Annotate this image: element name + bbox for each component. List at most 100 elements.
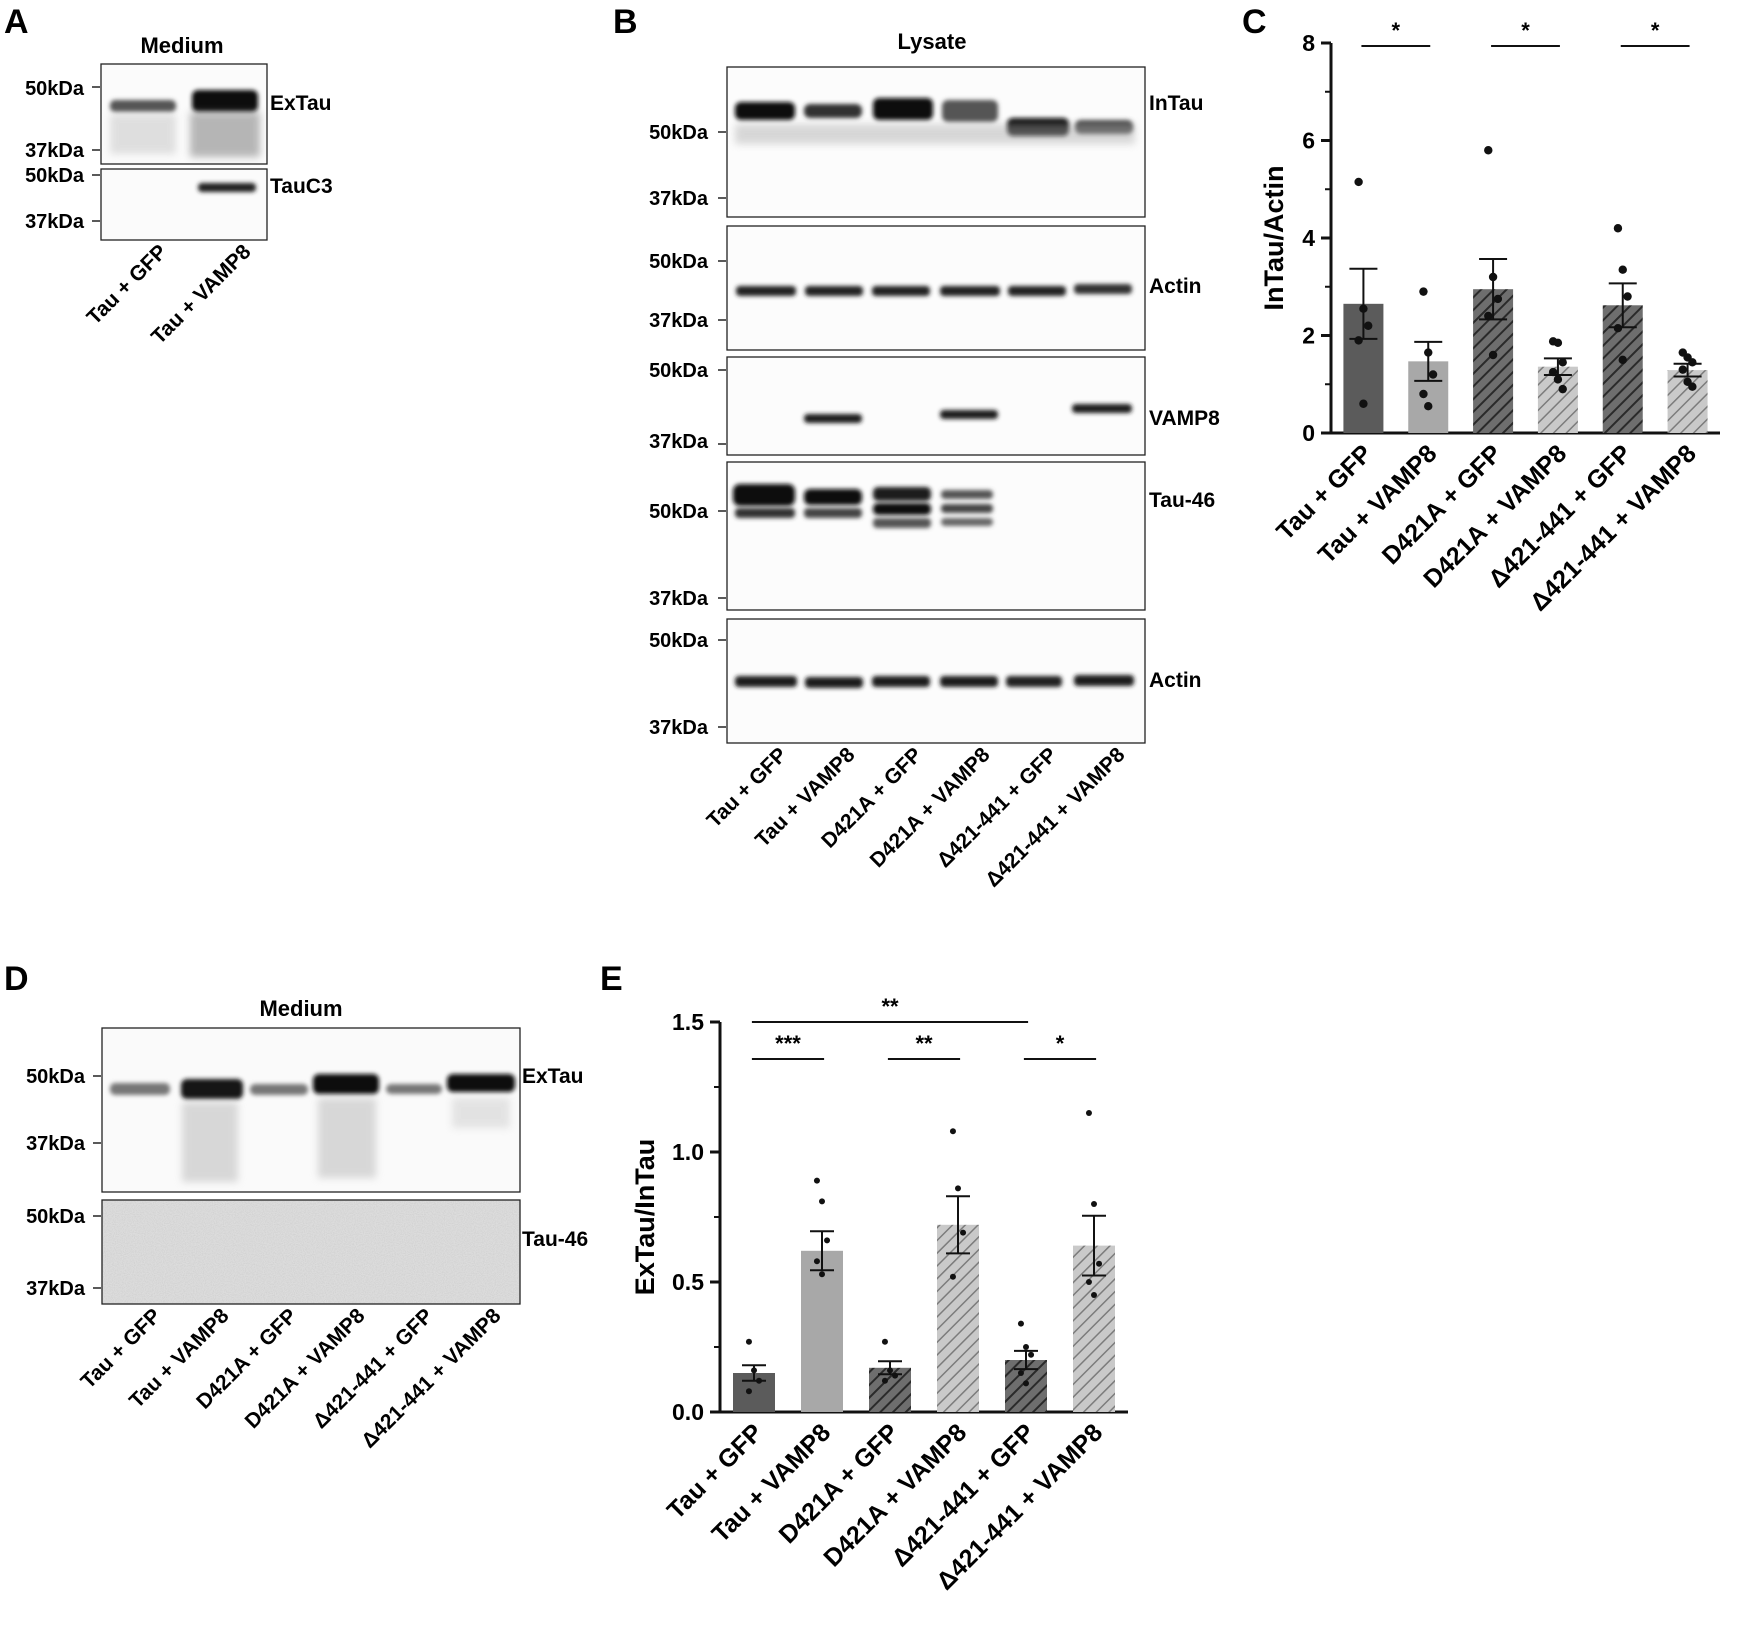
marker-a-extau-37: 37kDa: [25, 140, 85, 162]
data-point: [813, 1177, 820, 1184]
lane-b-4: D421A + VAMP8: [866, 743, 995, 872]
data-point: [1558, 358, 1567, 367]
blot-label-a-extau: ExTau: [270, 92, 331, 115]
marker-b-actin2-37: 37kDa: [649, 717, 709, 739]
data-point: [1419, 389, 1428, 399]
y-tick-label: 1.5: [672, 1009, 704, 1035]
data-point: [1553, 375, 1563, 384]
data-point: [881, 1377, 888, 1384]
data-point: [1359, 399, 1368, 408]
blot-label-d-extau: ExTau: [522, 1065, 583, 1088]
bands-b-tau46: [733, 484, 993, 528]
panel-label-c: C: [1242, 3, 1267, 41]
marker-a-tauc3-50: 50kDa: [25, 165, 85, 187]
y-axis-label: InTau/Actin: [1259, 166, 1289, 311]
y-axis-label: ExTau/InTau: [630, 1139, 660, 1296]
marker-b-actin2-50: 50kDa: [649, 630, 709, 652]
data-point: [1017, 1320, 1024, 1327]
marker-d-extau-50: 50kDa: [26, 1066, 86, 1088]
data-point: [1424, 401, 1433, 411]
bands-a-extau: [110, 90, 260, 157]
data-point: [949, 1128, 956, 1135]
panel-label-e: E: [600, 960, 623, 998]
data-point: [824, 1237, 831, 1244]
data-point: [1484, 311, 1493, 321]
blot-label-b-tau46: Tau-46: [1149, 489, 1215, 512]
data-point: [1688, 382, 1697, 391]
data-point: [881, 1338, 888, 1345]
marker-b-actin1-50: 50kDa: [649, 251, 709, 273]
data-point: [1017, 1370, 1024, 1376]
marker-a-tauc3-37: 37kDa: [25, 211, 85, 233]
marker-b-vamp8-37: 37kDa: [649, 431, 709, 453]
blot-d-extau: [101, 1027, 521, 1193]
bands-b-vamp8: [804, 404, 1132, 423]
data-point: [1091, 1292, 1097, 1298]
data-point: [1623, 292, 1632, 301]
panel-a-title: Medium: [140, 33, 223, 58]
data-point: [1354, 177, 1363, 187]
y-tick-label: 4: [1302, 225, 1315, 251]
bar: [801, 1250, 843, 1412]
lane-b-5: Δ421-441 + GFP: [933, 743, 1062, 872]
data-point: [1553, 338, 1563, 348]
y-tick-label: 6: [1302, 128, 1315, 154]
data-point: [819, 1198, 825, 1205]
data-point: [813, 1258, 820, 1265]
band-a-tauc3: [198, 183, 256, 192]
panel-d-title: Medium: [259, 996, 342, 1021]
y-tick-label: 0.0: [672, 1399, 704, 1425]
significance-label: ***: [775, 1031, 801, 1056]
data-point: [1484, 146, 1493, 155]
data-point: [1613, 224, 1623, 233]
bar: [937, 1224, 979, 1412]
significance-label: *: [1521, 18, 1530, 43]
lane-d-4: D421A + VAMP8: [241, 1304, 370, 1433]
data-point: [745, 1338, 752, 1345]
data-point: [955, 1185, 961, 1192]
bands-b-intau: [735, 98, 1135, 144]
y-tick-label: 8: [1302, 30, 1315, 56]
lane-d-5: Δ421-441 + GFP: [309, 1304, 438, 1433]
blot-label-b-intau: InTau: [1149, 92, 1203, 115]
marker-b-actin1-37: 37kDa: [649, 310, 709, 332]
panel-d: D Medium 50kDa 37kDa ExTau 50kDa 37kDa T…: [4, 960, 588, 1453]
significance-label: *: [1651, 18, 1660, 43]
data-point: [1618, 355, 1627, 365]
significance-label: **: [915, 1031, 933, 1056]
marker-b-intau-50: 50kDa: [649, 122, 709, 144]
blot-label-b-actin-2: Actin: [1149, 669, 1202, 692]
marker-b-tau46-37: 37kDa: [649, 588, 709, 610]
data-point: [949, 1273, 956, 1280]
category-label: D421A + GFP: [774, 1418, 905, 1549]
panel-label-a: A: [4, 3, 29, 41]
category-label: Tau + VAMP8: [707, 1418, 837, 1548]
panel-b: B Lysate 50kDa 37kDa InTau: [613, 3, 1220, 892]
marker-d-tau46-37: 37kDa: [26, 1278, 86, 1300]
blot-b-tau46: [726, 461, 1146, 611]
data-point: [1688, 358, 1697, 367]
data-point: [1428, 370, 1438, 379]
y-tick-label: 0: [1302, 420, 1315, 446]
y-tick-label: 1.0: [672, 1139, 704, 1165]
data-point: [745, 1388, 752, 1395]
data-point: [1488, 350, 1498, 360]
lane-a-1: Tau + GFP: [83, 240, 172, 329]
marker-b-vamp8-50: 50kDa: [649, 360, 709, 382]
panel-label-d: D: [4, 960, 29, 998]
data-point: [1354, 336, 1363, 345]
bands-b-actin-2: [735, 675, 1134, 688]
panel-b-title: Lysate: [898, 29, 967, 54]
panel-label-b: B: [613, 3, 638, 41]
data-point: [1023, 1380, 1029, 1387]
data-point: [1678, 365, 1687, 374]
significance-label: *: [1056, 1031, 1065, 1056]
blot-label-b-actin-1: Actin: [1149, 275, 1202, 298]
bands-d-extau: [110, 1074, 515, 1182]
data-point: [1419, 287, 1428, 296]
blot-label-d-tau46: Tau-46: [522, 1228, 588, 1251]
